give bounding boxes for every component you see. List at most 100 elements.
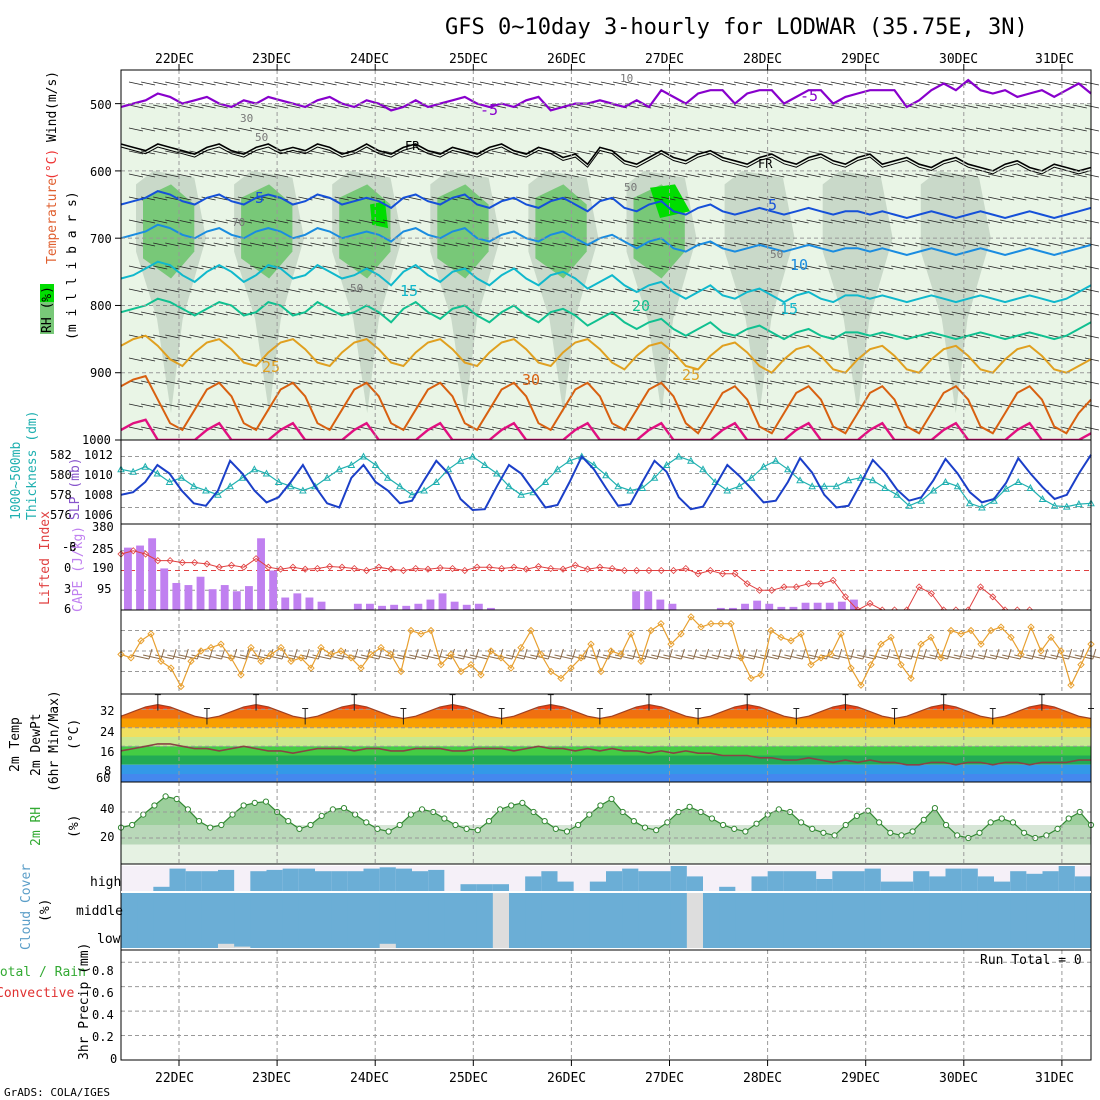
upper-wind-barb <box>625 403 640 408</box>
upper-wind-barb <box>358 334 373 339</box>
upper-wind-barb <box>854 311 870 316</box>
cloud-low-bar <box>961 920 979 948</box>
upper-wind-barb <box>891 242 906 247</box>
upper-wind-barb <box>334 288 349 293</box>
upper-wind-barb <box>721 357 736 362</box>
upper-wind-barb <box>963 288 978 293</box>
wind10m-speed-marker <box>597 667 605 676</box>
isotherm-15 <box>120 260 1092 304</box>
upper-wind-barb <box>346 311 361 316</box>
upper-wind-barb <box>237 81 252 86</box>
temp2m-unit-label: (°C) <box>67 719 82 750</box>
cloud-low-bar <box>266 920 284 948</box>
wind10m-barb-flag <box>1031 648 1036 660</box>
rh2m-marker <box>307 821 314 829</box>
upper-wind-barb <box>927 219 942 224</box>
upper-wind-barb <box>818 311 833 316</box>
upper-wind-barb <box>830 173 845 178</box>
upper-wind-barb <box>358 357 373 362</box>
lifted-index-marker <box>989 593 997 601</box>
upper-wind-barb <box>927 334 942 339</box>
upper-wind-barb <box>128 426 144 431</box>
upper-wind-barb <box>782 173 797 178</box>
upper-wind-barb <box>455 380 470 385</box>
upper-wind-barb <box>504 265 519 270</box>
upper-wind-barb <box>383 104 398 109</box>
wind10m-barb-flag <box>801 648 806 660</box>
upper-wind-barb <box>637 334 652 339</box>
upper-wind-barb <box>685 219 700 224</box>
wind10m-speed-marker <box>807 660 815 669</box>
wind10m-barb <box>1026 654 1045 660</box>
upper-wind-barb <box>1024 357 1039 362</box>
rh-contour-label: 70 <box>232 216 245 229</box>
cloud-low-bar <box>897 920 914 948</box>
wind10m-barb-flag <box>559 648 564 660</box>
wind10m-speed-marker <box>297 654 305 662</box>
rh2m-marker <box>396 821 403 829</box>
rh2m-marker <box>452 821 459 829</box>
lifted-index-marker <box>817 580 825 588</box>
upper-wind-barb <box>189 380 204 385</box>
upper-wind-barb <box>854 242 870 247</box>
upper-wind-barb <box>1060 334 1075 339</box>
isotherm-10 <box>120 223 1092 257</box>
upper-wind-barb <box>552 334 567 339</box>
upper-wind-barb <box>225 380 240 385</box>
upper-wind-barb <box>612 334 628 339</box>
cloud-level-label: middle <box>76 904 123 919</box>
upper-wind-barb <box>625 150 640 155</box>
upper-wind-barb <box>370 150 386 155</box>
wind10m-speed-marker <box>437 660 445 669</box>
wind10m-barb <box>203 654 222 660</box>
upper-wind-barb <box>576 150 591 155</box>
rh2m-marker <box>731 825 738 833</box>
upper-wind-barb <box>419 242 434 247</box>
upper-wind-barb <box>770 81 785 86</box>
upper-wind-barb <box>854 426 870 431</box>
upper-wind-barb <box>153 242 168 247</box>
upper-wind-barb <box>383 150 398 155</box>
upper-wind-barb <box>758 311 773 316</box>
upper-wind-barb <box>552 242 567 247</box>
upper-wind-barb <box>225 403 240 408</box>
bottom-date-label: 23DEC <box>252 1071 291 1086</box>
upper-wind-barb <box>262 196 277 201</box>
rh2m-marker <box>496 806 504 813</box>
upper-wind-barb <box>225 81 240 86</box>
upper-wind-barb <box>177 265 192 270</box>
upper-wind-barb <box>625 334 640 339</box>
upper-wind-barb <box>697 380 712 385</box>
upper-wind-barb <box>552 219 567 224</box>
upper-wind-barb <box>467 380 482 385</box>
upper-wind-barb <box>891 288 906 293</box>
upper-wind-barb <box>806 242 821 247</box>
upper-wind-barb <box>806 81 821 86</box>
upper-wind-barb <box>177 334 192 339</box>
upper-wind-barb <box>697 81 712 86</box>
upper-wind-barb <box>927 242 942 247</box>
top-date-label: 30DEC <box>939 52 978 67</box>
millibars-label: (m i l l i b a r s) <box>65 191 80 340</box>
bottom-date-label: 30DEC <box>939 1071 978 1086</box>
wind10m-barb <box>699 654 718 660</box>
cape-bar <box>426 599 435 610</box>
thickness-marker <box>456 456 465 464</box>
cloud-low-bar <box>767 920 785 948</box>
upper-wind-barb <box>1060 219 1075 224</box>
upper-wind-barb <box>818 104 833 109</box>
upper-wind-barb <box>733 311 749 316</box>
upper-wind-barb <box>891 150 906 155</box>
upper-wind-barb <box>649 334 664 339</box>
cloud-middle-bar <box>848 893 866 920</box>
bottom-date-label: 28DEC <box>743 1071 782 1086</box>
run-total: Run Total = 0 <box>980 953 1082 968</box>
cloud-middle-bar <box>137 893 154 920</box>
temperature-label: Temperature <box>45 178 60 264</box>
temp-band <box>121 737 1091 747</box>
upper-wind-barb <box>467 173 482 178</box>
cape-bar <box>765 603 774 610</box>
rh2m-marker <box>541 818 548 825</box>
upper-wind-barb <box>939 173 954 178</box>
thickness-marker <box>687 456 695 464</box>
